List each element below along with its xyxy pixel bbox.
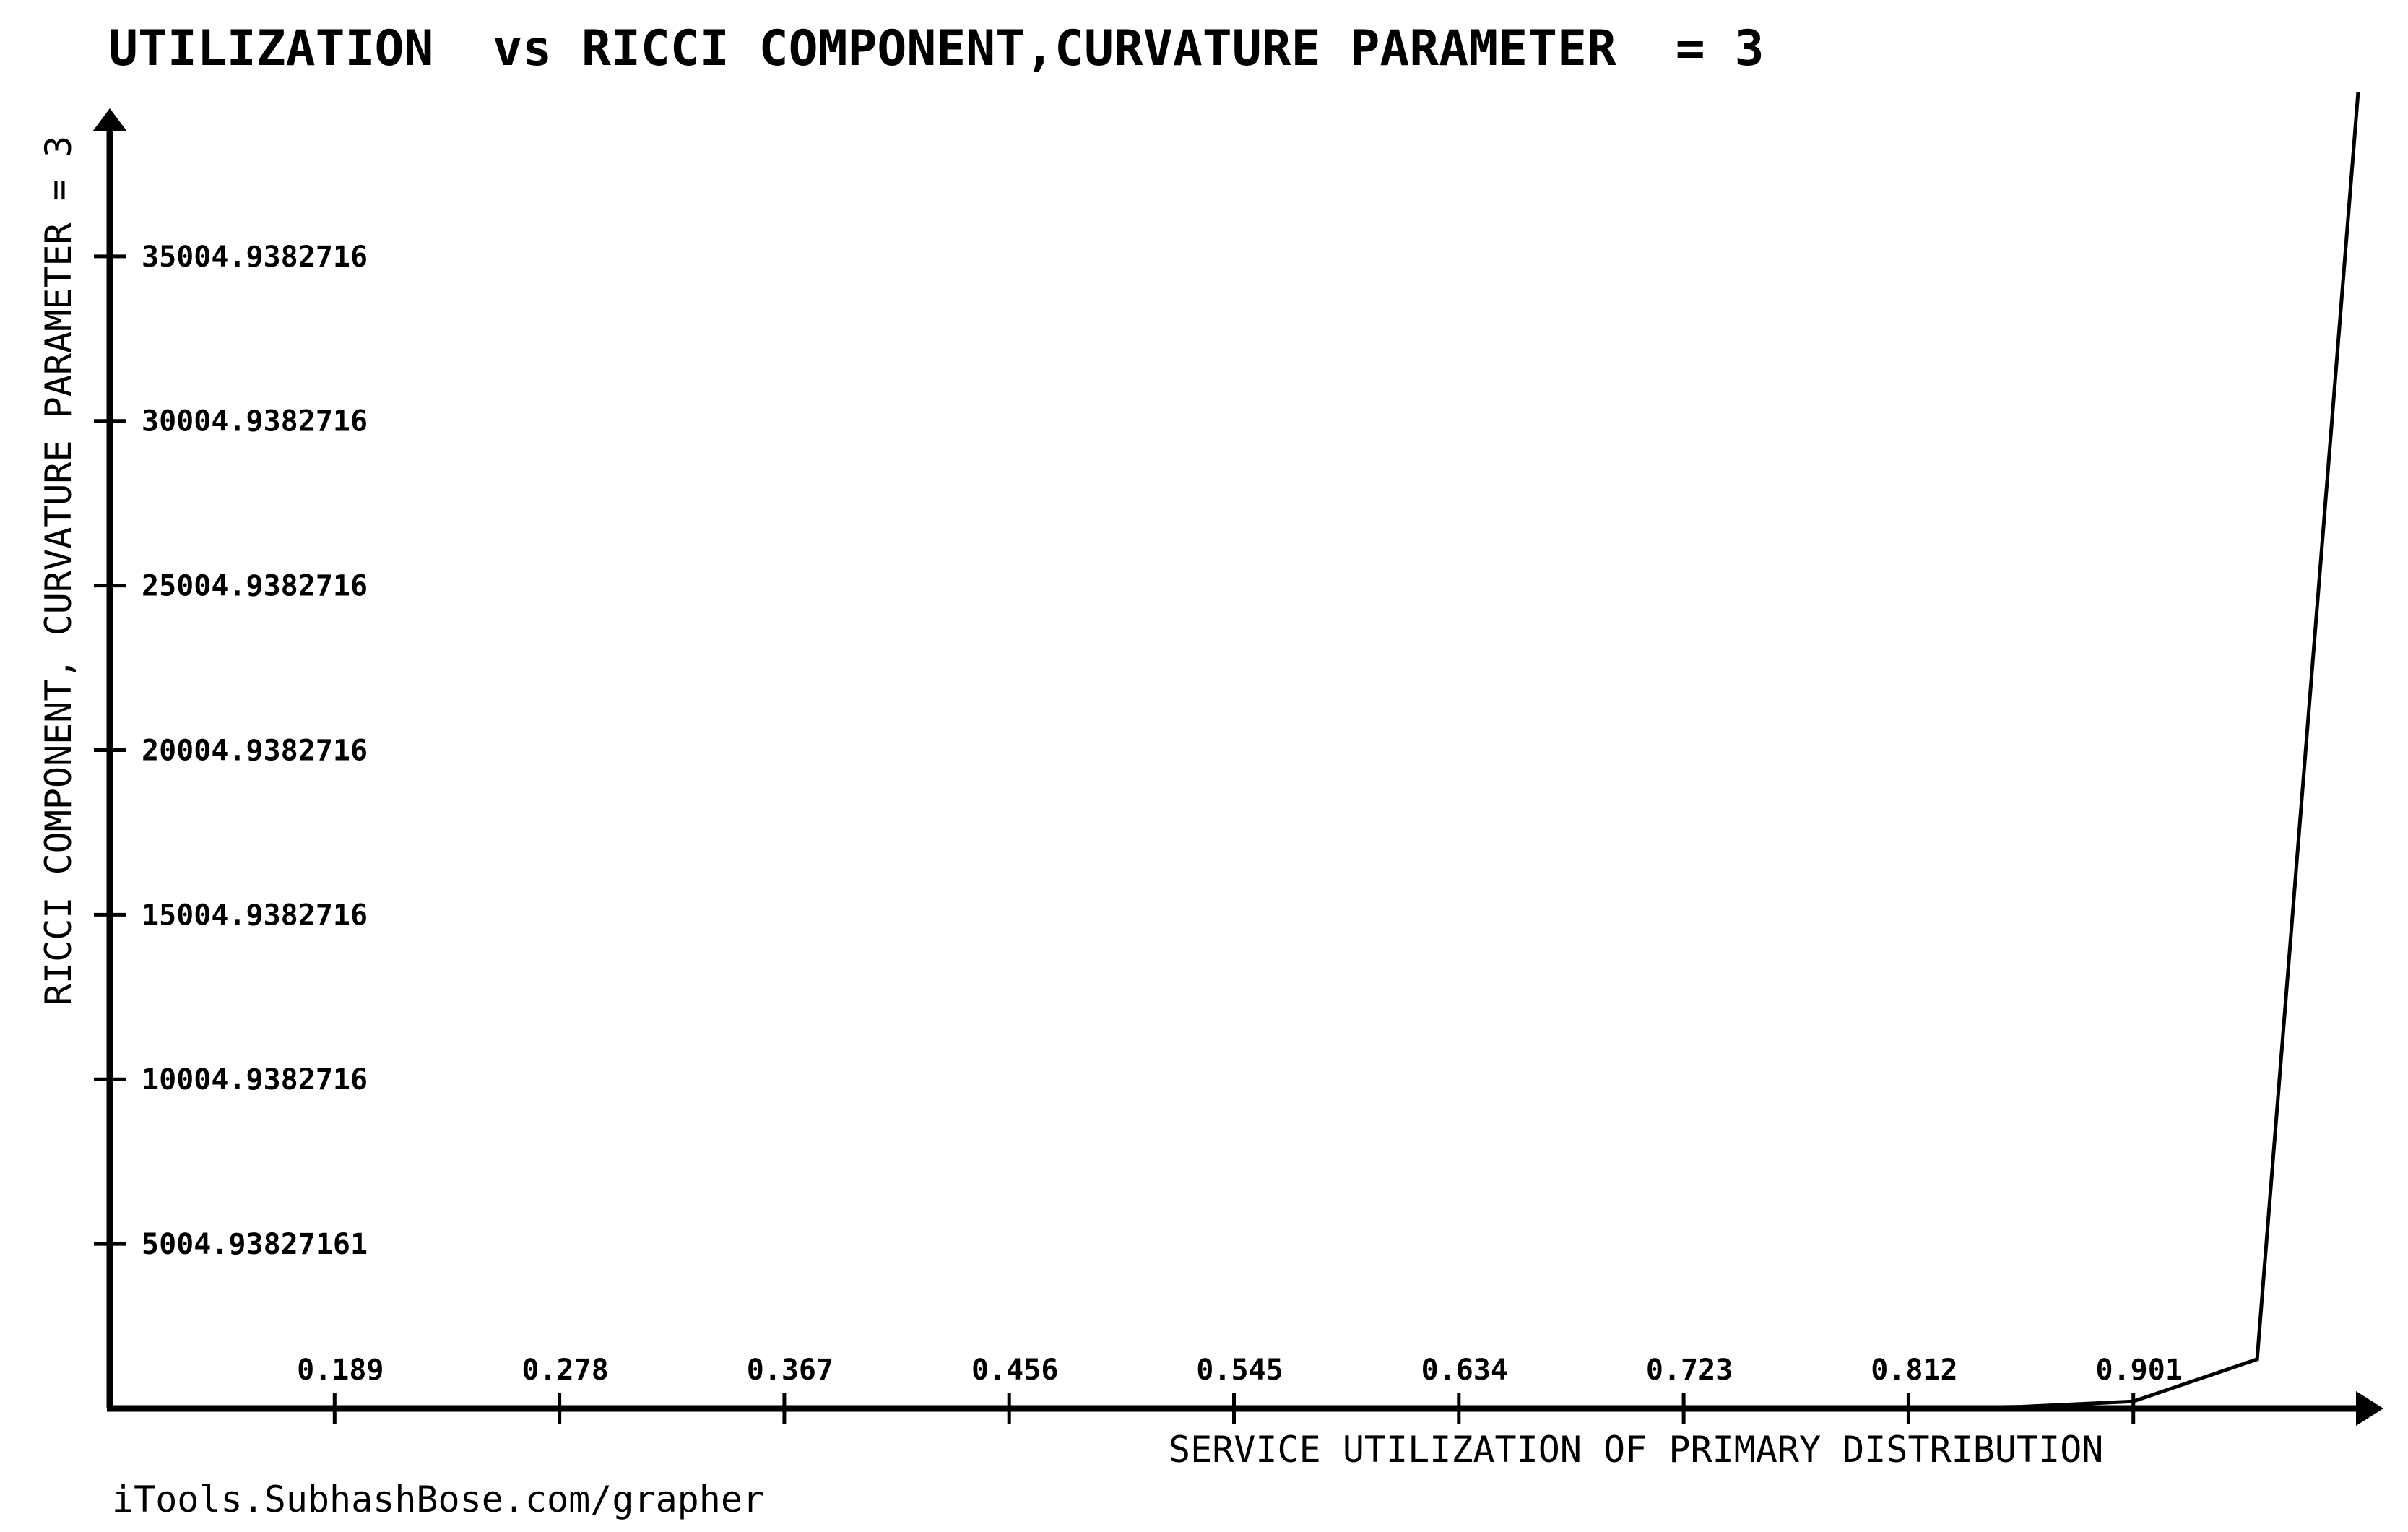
y-tick-label: 15004.9382716 — [142, 899, 368, 932]
x-axis-arrow — [2356, 1391, 2383, 1426]
y-tick-label: 5004.93827161 — [142, 1228, 368, 1261]
series-line-0 — [1908, 92, 2360, 1411]
y-axis-arrow — [92, 108, 127, 131]
x-tick-label: 0.723 — [1646, 1354, 1733, 1387]
x-tick-label: 0.545 — [1196, 1354, 1283, 1387]
x-axis-label: SERVICE UTILIZATION OF PRIMARY DISTRIBUT… — [1169, 1429, 2103, 1471]
x-tick-label: 0.456 — [971, 1354, 1058, 1387]
chart-title: UTILIZATION vs RICCI COMPONENT,CURVATURE… — [108, 20, 1764, 77]
y-tick-label: 35004.9382716 — [142, 241, 368, 274]
x-tick-label: 0.901 — [2096, 1354, 2183, 1387]
x-ticks: 0.189 0.278 0.367 0.456 0.545 0.634 0.723 0.812… — [297, 1354, 2183, 1424]
x-tick-label: 0.634 — [1421, 1354, 1508, 1387]
y-axis-label: RICCI COMPONENT, CURVATURE PARAMETER = 3 — [38, 136, 79, 1005]
x-tick-label: 0.812 — [1871, 1354, 1957, 1387]
y-ticks: 5004.93827161 10004.9382716 15004.9382716 2… — [94, 241, 368, 1261]
y-tick-label: 10004.9382716 — [142, 1063, 368, 1096]
series — [1908, 92, 2360, 1411]
x-tick-label: 0.367 — [747, 1354, 833, 1387]
x-tick-label: 0.278 — [521, 1354, 608, 1387]
credit-text: iTools.SubhashBose.com/grapher — [112, 1479, 764, 1520]
x-tick-label: 0.189 — [297, 1354, 384, 1387]
y-tick-label: 30004.9382716 — [142, 405, 368, 438]
y-tick-label: 20004.9382716 — [142, 734, 368, 767]
y-tick-label: 25004.9382716 — [142, 570, 368, 603]
